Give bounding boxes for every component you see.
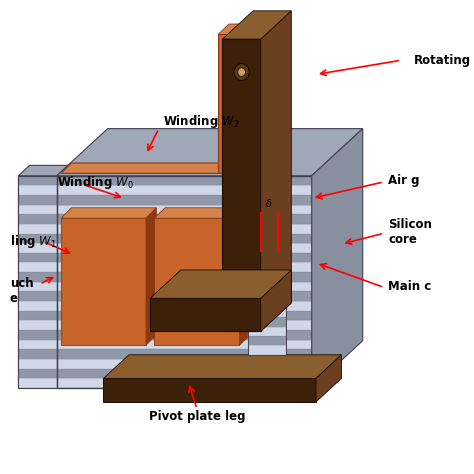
Bar — [18, 195, 57, 205]
Bar — [248, 298, 286, 308]
Bar — [155, 218, 239, 346]
Bar — [18, 320, 57, 330]
Bar — [57, 330, 312, 339]
Polygon shape — [239, 208, 250, 346]
Bar — [57, 195, 312, 205]
Bar — [57, 359, 312, 368]
Polygon shape — [61, 163, 250, 173]
Bar — [57, 224, 312, 234]
Polygon shape — [316, 355, 341, 402]
Bar — [18, 205, 57, 214]
Bar — [248, 223, 286, 232]
Bar — [57, 378, 312, 388]
Bar — [18, 234, 57, 243]
Bar — [57, 243, 312, 253]
Bar — [18, 214, 57, 224]
Bar — [57, 282, 312, 292]
Text: Winding $W_2$: Winding $W_2$ — [163, 113, 240, 130]
Bar — [57, 253, 312, 263]
Bar — [248, 289, 286, 298]
Bar — [57, 310, 312, 320]
Bar — [18, 253, 57, 263]
Bar — [222, 39, 261, 331]
Bar — [57, 339, 312, 349]
Polygon shape — [155, 208, 250, 218]
Bar — [57, 272, 312, 282]
Bar — [57, 205, 312, 214]
Text: Main c: Main c — [388, 280, 431, 293]
Bar — [248, 251, 286, 261]
Polygon shape — [150, 270, 292, 298]
Bar — [248, 213, 286, 223]
Bar — [18, 368, 57, 378]
Bar — [248, 317, 286, 327]
Bar — [248, 327, 286, 336]
Bar — [57, 185, 312, 195]
Polygon shape — [218, 24, 250, 35]
Bar — [18, 349, 57, 359]
Polygon shape — [57, 128, 363, 176]
Bar — [150, 298, 261, 331]
Bar — [18, 185, 57, 195]
Bar — [18, 176, 57, 185]
Polygon shape — [222, 11, 292, 39]
Bar — [18, 330, 57, 339]
Bar — [248, 279, 286, 289]
Text: $\delta$: $\delta$ — [265, 197, 273, 209]
Bar — [61, 218, 146, 346]
Bar — [57, 234, 312, 243]
Bar — [57, 301, 312, 310]
Bar — [103, 378, 316, 402]
Bar — [248, 336, 286, 346]
Polygon shape — [312, 128, 363, 388]
Bar — [248, 270, 286, 279]
Polygon shape — [146, 208, 156, 346]
Bar — [18, 176, 57, 388]
Text: ling $W_1$: ling $W_1$ — [10, 233, 57, 250]
Polygon shape — [261, 270, 292, 331]
Polygon shape — [261, 11, 292, 331]
Polygon shape — [18, 165, 68, 176]
Text: Silicon
core: Silicon core — [388, 219, 432, 246]
Bar — [57, 368, 312, 378]
Bar — [57, 214, 312, 224]
Text: Rotating: Rotating — [414, 54, 471, 67]
Bar — [248, 308, 286, 317]
Bar — [18, 272, 57, 282]
Bar — [18, 224, 57, 234]
Bar — [18, 310, 57, 320]
Bar — [57, 349, 312, 359]
Bar — [18, 292, 57, 301]
Bar — [18, 339, 57, 349]
Text: Air g: Air g — [388, 174, 420, 187]
Bar — [248, 232, 286, 242]
Bar — [57, 263, 312, 272]
Bar — [57, 176, 312, 185]
Bar — [57, 292, 312, 301]
Circle shape — [238, 68, 246, 76]
Polygon shape — [103, 355, 341, 378]
Text: uch
e: uch e — [10, 277, 34, 305]
Bar — [18, 359, 57, 368]
Text: Winding $W_0$: Winding $W_0$ — [57, 174, 134, 191]
Bar — [18, 282, 57, 292]
Text: Pivot plate leg: Pivot plate leg — [149, 410, 245, 422]
Bar — [248, 213, 286, 355]
Bar — [248, 261, 286, 270]
Bar — [18, 301, 57, 310]
Bar — [18, 378, 57, 388]
Bar — [248, 242, 286, 251]
Bar — [18, 263, 57, 272]
Bar — [18, 243, 57, 253]
Circle shape — [234, 64, 249, 81]
Bar — [57, 176, 312, 388]
Bar — [57, 320, 312, 330]
Polygon shape — [61, 208, 156, 218]
Polygon shape — [218, 35, 239, 173]
Bar — [248, 346, 286, 355]
